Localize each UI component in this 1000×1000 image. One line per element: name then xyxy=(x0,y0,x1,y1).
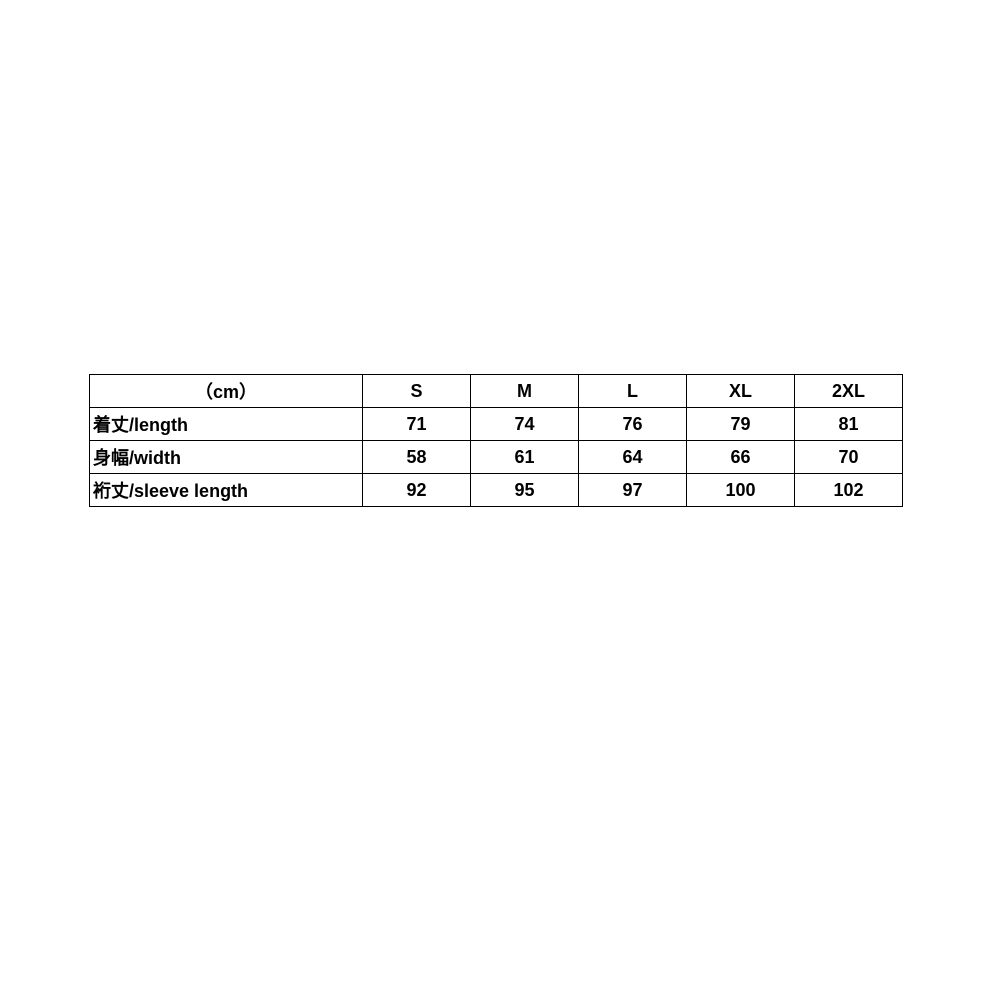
table-cell: 92 xyxy=(362,473,471,507)
table-cell: 71 xyxy=(362,407,471,441)
table-cell: 97 xyxy=(578,473,687,507)
table-cell: 95 xyxy=(470,473,579,507)
table-row: 裄丈/sleeve length 92 95 97 100 102 xyxy=(89,473,903,507)
size-header-s: S xyxy=(362,374,471,408)
size-header-l: L xyxy=(578,374,687,408)
size-chart-table: （cm） S M L XL 2XL 着丈/length 71 74 76 79 … xyxy=(89,374,903,507)
table-cell: 79 xyxy=(686,407,795,441)
unit-header: （cm） xyxy=(89,374,363,408)
size-header-m: M xyxy=(470,374,579,408)
row-label: 着丈/length xyxy=(89,407,363,441)
size-header-xl: XL xyxy=(686,374,795,408)
table-cell: 61 xyxy=(470,440,579,474)
table-cell: 81 xyxy=(794,407,903,441)
table-row: 着丈/length 71 74 76 79 81 xyxy=(89,407,903,441)
table-cell: 76 xyxy=(578,407,687,441)
header-row: （cm） S M L XL 2XL xyxy=(89,374,903,408)
table-cell: 66 xyxy=(686,440,795,474)
table-cell: 58 xyxy=(362,440,471,474)
size-header-2xl: 2XL xyxy=(794,374,903,408)
table-cell: 102 xyxy=(794,473,903,507)
row-label: 裄丈/sleeve length xyxy=(89,473,363,507)
table-cell: 100 xyxy=(686,473,795,507)
table-cell: 64 xyxy=(578,440,687,474)
table-cell: 74 xyxy=(470,407,579,441)
table-cell: 70 xyxy=(794,440,903,474)
table-row: 身幅/width 58 61 64 66 70 xyxy=(89,440,903,474)
row-label: 身幅/width xyxy=(89,440,363,474)
